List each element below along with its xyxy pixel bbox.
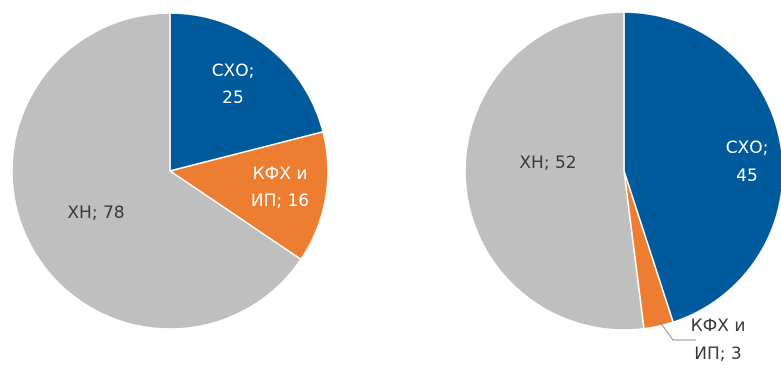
pie-left-data-label-sho: 25 (222, 88, 244, 108)
pie-chart-left: СХО; 25 КФХ и ИП; 16 ХН; 78 (11, 12, 329, 330)
pie-left-data-label-kfh-ip: КФХ и (253, 164, 308, 184)
pie-right-data-label-kfh-ip: ИП; 3 (694, 344, 741, 364)
pie-left-slice-hn (11, 12, 302, 330)
pie-chart-right: СХО; 45 КФХ и ИП; 3 ХН; 52 (464, 11, 781, 364)
pie-right-data-label-sho: СХО; (726, 138, 769, 158)
pie-left-data-label-sho: СХО; (212, 61, 255, 81)
pie-right-data-label-sho: 45 (736, 166, 758, 186)
pie-right-data-label-kfh-ip: КФХ и (691, 316, 746, 336)
pie-right-leader-line-kfh-ip (659, 321, 696, 341)
pie-left-slice-sho (169, 12, 324, 172)
pie-left-slice-kfh-ip (168, 130, 329, 261)
pie-left-data-label-hn: ХН; 78 (67, 203, 124, 223)
pie-left-data-label-kfh-ip: ИП; 16 (251, 191, 309, 211)
pie-right-slice-hn (464, 11, 645, 331)
pie-right-data-label-hn: ХН; 52 (519, 153, 576, 173)
